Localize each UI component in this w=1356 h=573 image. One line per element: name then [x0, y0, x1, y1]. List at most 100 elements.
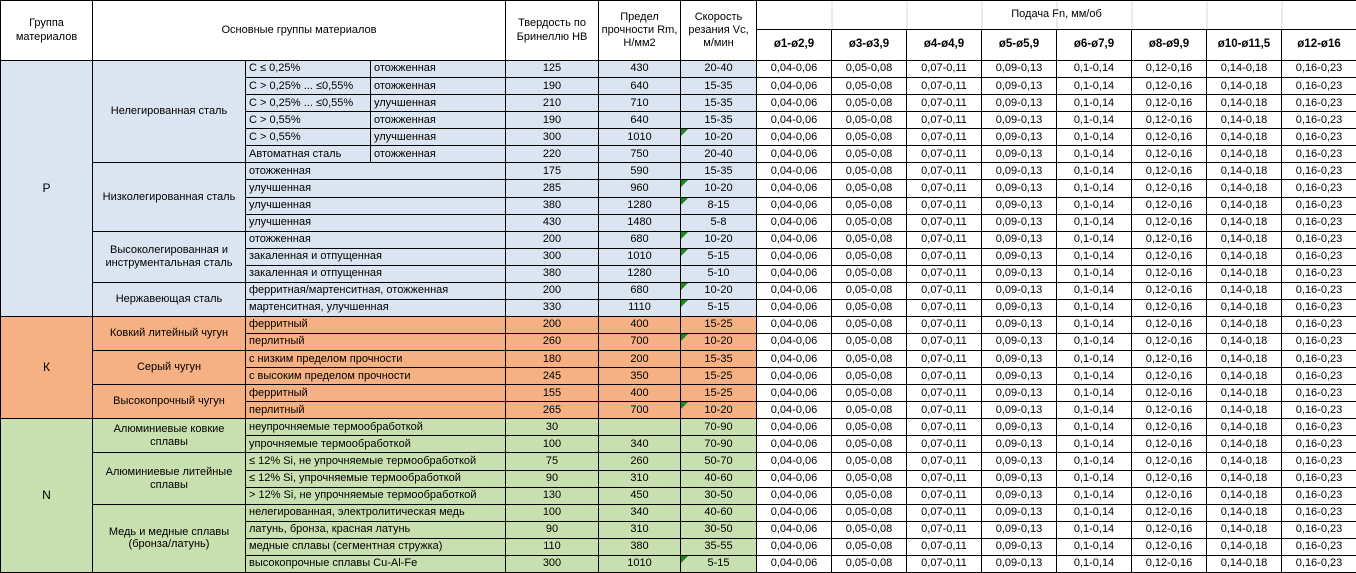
feed-cell[interactable]: 0,05-0,08 — [831, 418, 907, 437]
feed-cell[interactable]: 0,07-0,11 — [906, 77, 982, 96]
submaterial-cell[interactable]: ≤ 12% Si, упрочняемые термообработкой — [245, 469, 506, 488]
feed-cell[interactable]: 0,05-0,08 — [831, 162, 907, 181]
feed-cell[interactable]: 0,04-0,06 — [756, 350, 832, 369]
feed-cell[interactable]: 0,04-0,06 — [756, 128, 832, 147]
feed-cell[interactable]: 0,12-0,16 — [1131, 145, 1207, 164]
feed-cell[interactable]: 0,12-0,16 — [1131, 503, 1207, 522]
feed-cell[interactable]: 0,07-0,11 — [906, 179, 982, 198]
feed-cell[interactable]: 0,04-0,06 — [756, 179, 832, 198]
feed-cell[interactable]: 0,1-0,14 — [1056, 452, 1132, 471]
submaterial-cell[interactable]: Автоматная сталь — [245, 145, 371, 164]
feed-cell[interactable]: 0,14-0,18 — [1206, 367, 1282, 386]
rm-cell[interactable]: 960 — [598, 179, 681, 198]
hb-cell[interactable]: 220 — [505, 145, 599, 164]
feed-cell[interactable]: 0,09-0,13 — [981, 179, 1057, 198]
hb-cell[interactable]: 190 — [505, 77, 599, 96]
hb-cell[interactable]: 100 — [505, 435, 599, 454]
feed-cell[interactable]: 0,16-0,23 — [1280, 247, 1356, 266]
hb-cell[interactable]: 200 — [505, 281, 599, 300]
feed-cell[interactable]: 0,12-0,16 — [1131, 230, 1207, 249]
condition-cell[interactable]: отожженная — [370, 145, 506, 164]
submaterial-cell[interactable]: нелегированная, электролитическая медь — [245, 503, 506, 522]
feed-cell[interactable]: 0,09-0,13 — [981, 452, 1057, 471]
feed-cell[interactable]: 0,07-0,11 — [906, 281, 982, 300]
submaterial-cell[interactable]: ферритный — [245, 384, 506, 403]
rm-cell[interactable]: 1280 — [598, 264, 681, 283]
vc-cell[interactable]: 8-15 — [680, 196, 757, 215]
feed-cell[interactable]: 0,05-0,08 — [831, 111, 907, 130]
rm-cell[interactable]: 590 — [598, 162, 681, 181]
feed-cell[interactable]: 0,16-0,23 — [1280, 384, 1356, 403]
feed-cell[interactable]: 0,05-0,08 — [831, 264, 907, 283]
feed-cell[interactable]: 0,16-0,23 — [1280, 503, 1356, 522]
feed-cell[interactable]: 0,04-0,06 — [756, 213, 832, 232]
submaterial-cell[interactable]: C > 0,25% ... ≤0,55% — [245, 94, 371, 113]
submaterial-cell[interactable]: закаленная и отпущенная — [245, 247, 506, 266]
feed-cell[interactable]: 0,05-0,08 — [831, 213, 907, 232]
feed-cell[interactable]: 0,16-0,23 — [1280, 469, 1356, 488]
feed-cell[interactable]: 0,12-0,16 — [1131, 59, 1207, 79]
feed-cell[interactable]: 0,04-0,06 — [756, 537, 832, 556]
header-hardness-hb[interactable]: Твердость по Бринеллю HB — [505, 0, 599, 61]
rm-cell[interactable]: 1110 — [598, 298, 681, 317]
feed-cell[interactable]: 0,07-0,11 — [906, 503, 982, 522]
rm-cell[interactable]: 200 — [598, 350, 681, 369]
vc-cell[interactable]: 15-35 — [680, 350, 757, 369]
hb-cell[interactable]: 300 — [505, 128, 599, 147]
feed-cell[interactable]: 0,09-0,13 — [981, 367, 1057, 386]
feed-cell[interactable]: 0,05-0,08 — [831, 247, 907, 266]
feed-cell[interactable]: 0,09-0,13 — [981, 264, 1057, 283]
submaterial-cell[interactable]: неупрочняемые термообработкой — [245, 418, 506, 437]
feed-cell[interactable]: 0,12-0,16 — [1131, 315, 1207, 335]
vc-cell[interactable]: 20-40 — [680, 145, 757, 164]
feed-cell[interactable]: 0,04-0,06 — [756, 315, 832, 335]
feed-cell[interactable]: 0,12-0,16 — [1131, 384, 1207, 403]
feed-cell[interactable]: 0,16-0,23 — [1280, 350, 1356, 369]
feed-cell[interactable]: 0,14-0,18 — [1206, 179, 1282, 198]
family-cell[interactable]: Ковкий литейный чугун — [92, 315, 246, 352]
feed-cell[interactable]: 0,05-0,08 — [831, 128, 907, 147]
submaterial-cell[interactable]: отожженная — [245, 230, 506, 249]
feed-cell[interactable]: 0,04-0,06 — [756, 435, 832, 454]
feed-cell[interactable]: 0,05-0,08 — [831, 452, 907, 471]
vc-cell[interactable]: 20-40 — [680, 59, 757, 79]
group-letter-cell[interactable]: P — [0, 60, 93, 317]
feed-cell[interactable]: 0,09-0,13 — [981, 350, 1057, 369]
feed-cell[interactable]: 0,07-0,11 — [906, 435, 982, 454]
feed-cell[interactable]: 0,04-0,06 — [756, 367, 832, 386]
header-main-groups[interactable]: Основные группы материалов — [92, 0, 506, 61]
feed-cell[interactable]: 0,12-0,16 — [1131, 298, 1207, 317]
rm-cell[interactable] — [598, 418, 681, 437]
feed-cell[interactable]: 0,07-0,11 — [906, 384, 982, 403]
feed-cell[interactable]: 0,07-0,11 — [906, 554, 982, 573]
feed-cell[interactable]: 0,05-0,08 — [831, 94, 907, 113]
family-cell[interactable]: Серый чугун — [92, 350, 246, 386]
feed-cell[interactable]: 0,07-0,11 — [906, 452, 982, 471]
feed-cell[interactable]: 0,09-0,13 — [981, 401, 1057, 420]
hb-cell[interactable]: 30 — [505, 418, 599, 437]
feed-cell[interactable]: 0,1-0,14 — [1056, 145, 1132, 164]
header-feed-col[interactable]: ø12-ø16 — [1280, 29, 1356, 61]
feed-cell[interactable]: 0,09-0,13 — [981, 537, 1057, 556]
submaterial-cell[interactable]: ферритный — [245, 315, 506, 335]
feed-cell[interactable]: 0,16-0,23 — [1280, 298, 1356, 317]
feed-cell[interactable]: 0,07-0,11 — [906, 350, 982, 369]
feed-cell[interactable]: 0,05-0,08 — [831, 145, 907, 164]
hb-cell[interactable]: 175 — [505, 162, 599, 181]
hb-cell[interactable]: 210 — [505, 94, 599, 113]
feed-cell[interactable]: 0,09-0,13 — [981, 77, 1057, 96]
vc-cell[interactable]: 10-20 — [680, 128, 757, 147]
vc-cell[interactable]: 10-20 — [680, 179, 757, 198]
vc-cell[interactable]: 70-90 — [680, 418, 757, 437]
condition-cell[interactable]: улучшенная — [370, 128, 506, 147]
feed-cell[interactable]: 0,1-0,14 — [1056, 179, 1132, 198]
hb-cell[interactable]: 285 — [505, 179, 599, 198]
feed-cell[interactable]: 0,1-0,14 — [1056, 554, 1132, 573]
feed-cell[interactable]: 0,12-0,16 — [1131, 264, 1207, 283]
feed-cell[interactable]: 0,16-0,23 — [1280, 452, 1356, 471]
feed-cell[interactable]: 0,09-0,13 — [981, 281, 1057, 300]
submaterial-cell[interactable]: улучшенная — [245, 196, 506, 215]
vc-cell[interactable]: 10-20 — [680, 230, 757, 249]
feed-cell[interactable]: 0,07-0,11 — [906, 59, 982, 79]
hb-cell[interactable]: 90 — [505, 520, 599, 539]
